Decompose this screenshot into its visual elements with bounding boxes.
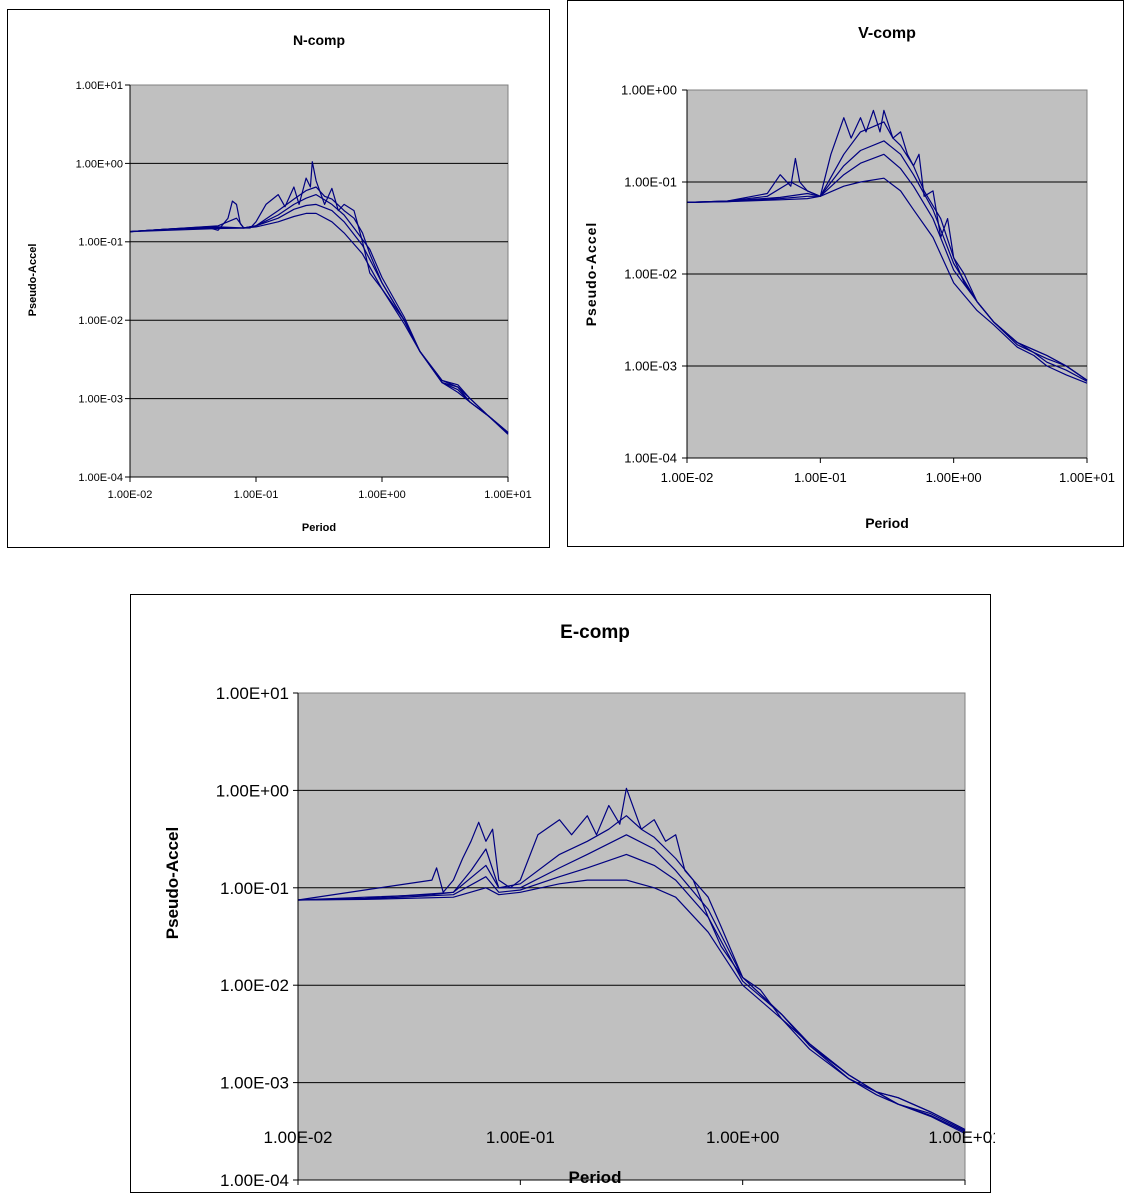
x-tick-label: 1.00E+00 bbox=[706, 1128, 779, 1147]
y-tick-label: 1.00E+01 bbox=[216, 684, 289, 703]
y-axis-label: Pseudo-Accel bbox=[163, 827, 182, 939]
x-tick-label: 1.00E-01 bbox=[486, 1128, 555, 1147]
plot-area bbox=[297, 692, 966, 1181]
y-axis-label: Pseudo-Accel bbox=[27, 244, 39, 317]
y-tick-label: 1.00E-01 bbox=[220, 879, 289, 898]
y-tick-label: 1.00E-02 bbox=[220, 976, 289, 995]
n-comp-chart: 1.00E-04 1.00E-03 1.00E-02 1.00E-01 1.00E+00… bbox=[7, 9, 550, 548]
y-tick-label: 1.00E-04 bbox=[78, 472, 123, 484]
plot-area bbox=[129, 84, 509, 478]
axes bbox=[125, 84, 509, 482]
series-group bbox=[129, 161, 509, 435]
y-tick-labels: 1.00E-04 1.00E-03 1.00E-02 1.00E-01 1.00E+00… bbox=[76, 80, 123, 484]
series-line-5 bbox=[297, 879, 966, 1135]
x-axis-label: Period bbox=[569, 1168, 622, 1187]
x-tick-labels: 1.00E-02 1.00E-01 1.00E+00 1.00E+01 bbox=[661, 470, 1115, 485]
series-line-5 bbox=[686, 177, 1088, 384]
x-axis-label: Period bbox=[865, 515, 909, 531]
gridlines bbox=[130, 162, 508, 400]
y-tick-label: 1.00E-02 bbox=[78, 315, 123, 327]
x-tick-label: 1.00E+01 bbox=[928, 1128, 995, 1147]
x-tick-label: 1.00E+00 bbox=[926, 470, 982, 485]
series-line-4 bbox=[686, 153, 1088, 382]
y-tick-label: 1.00E+00 bbox=[621, 83, 677, 98]
y-tick-label: 1.00E+00 bbox=[76, 158, 123, 170]
x-tick-label: 1.00E-02 bbox=[661, 470, 714, 485]
series-group bbox=[297, 787, 966, 1135]
gridlines bbox=[687, 181, 1087, 367]
x-tick-label: 1.00E+01 bbox=[1059, 470, 1115, 485]
x-tick-label: 1.00E-02 bbox=[264, 1128, 333, 1147]
x-tick-labels: 1.00E-02 1.00E-01 1.00E+00 1.00E+01 bbox=[108, 489, 532, 501]
y-tick-label: 1.00E-03 bbox=[78, 393, 123, 405]
y-tick-label: 1.00E+01 bbox=[76, 80, 123, 92]
chart-title: E-comp bbox=[560, 622, 630, 643]
x-tick-label: 1.00E-01 bbox=[234, 489, 279, 501]
x-tick-label: 1.00E+00 bbox=[358, 489, 405, 501]
x-tick-label: 1.00E-01 bbox=[794, 470, 847, 485]
series-line-5 bbox=[129, 212, 509, 434]
y-axis-label: Pseudo-Accel bbox=[583, 222, 599, 327]
y-tick-labels: 1.00E-04 1.00E-03 1.00E-02 1.00E-01 1.00E+00… bbox=[216, 684, 289, 1190]
axes bbox=[682, 89, 1088, 463]
y-tick-label: 1.00E-04 bbox=[220, 1171, 289, 1190]
v-comp-chart: 1.00E-04 1.00E-03 1.00E-02 1.00E-01 1.00E+00… bbox=[567, 0, 1124, 547]
y-tick-label: 1.00E-02 bbox=[624, 267, 677, 282]
series-line-4 bbox=[297, 853, 966, 1133]
gridlines bbox=[298, 789, 965, 1084]
x-tick-label: 1.00E-02 bbox=[108, 489, 153, 501]
y-tick-label: 1.00E-01 bbox=[624, 175, 677, 190]
y-tick-label: 1.00E-03 bbox=[220, 1074, 289, 1093]
series-line-2 bbox=[129, 186, 509, 433]
chart-title: N-comp bbox=[293, 32, 345, 48]
y-tick-label: 1.00E-04 bbox=[624, 451, 677, 466]
series-group bbox=[686, 109, 1088, 384]
y-tick-label: 1.00E-01 bbox=[78, 237, 123, 249]
y-tick-labels: 1.00E-04 1.00E-03 1.00E-02 1.00E-01 1.00E+00 bbox=[621, 83, 677, 466]
e-comp-chart: 1.00E-04 1.00E-03 1.00E-02 1.00E-01 1.00E+00… bbox=[130, 594, 996, 1193]
y-tick-label: 1.00E+00 bbox=[216, 781, 289, 800]
x-tick-label: 1.00E+01 bbox=[484, 489, 531, 501]
y-tick-label: 1.00E-03 bbox=[624, 359, 677, 374]
x-axis-label: Period bbox=[302, 522, 336, 534]
chart-title: V-comp bbox=[858, 25, 916, 42]
x-tick-labels: 1.00E-02 1.00E-01 1.00E+00 1.00E+01 bbox=[264, 1128, 996, 1147]
axes bbox=[293, 692, 966, 1185]
series-line-1 bbox=[297, 787, 966, 1131]
